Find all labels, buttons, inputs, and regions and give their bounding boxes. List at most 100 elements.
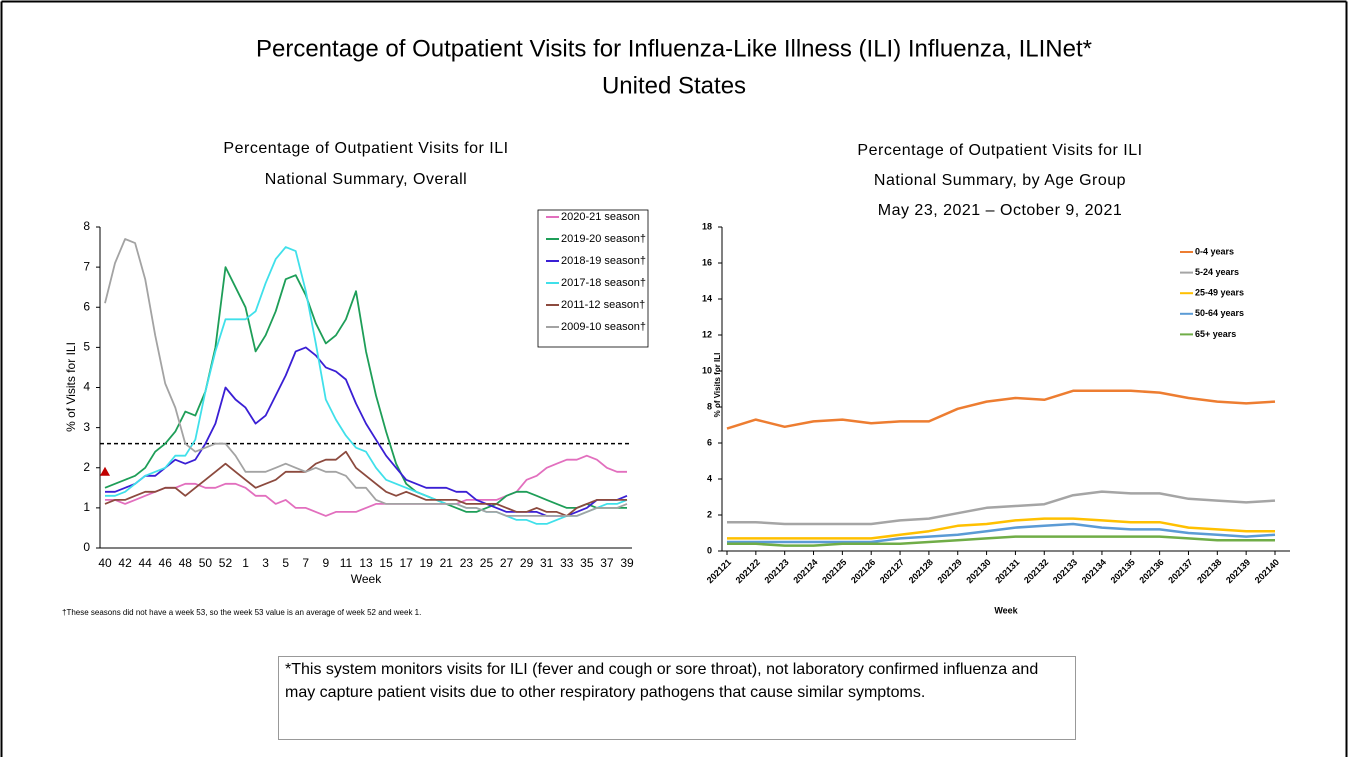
x-tick-label: 17 <box>399 556 413 570</box>
x-axis-label: Week <box>994 605 1018 615</box>
x-tick-label: 202124 <box>791 557 819 585</box>
x-tick-label: 52 <box>219 556 233 570</box>
series-line <box>105 346 628 517</box>
y-tick-label: 18 <box>702 221 712 231</box>
legend-label: 0-4 years <box>1195 246 1234 256</box>
legend-label: 2017-18 season† <box>561 277 646 289</box>
series-line <box>727 490 1276 526</box>
x-tick-label: 7 <box>302 556 309 570</box>
x-tick-label: 202134 <box>1080 557 1108 585</box>
y-tick-label: 10 <box>702 365 712 375</box>
y-tick-label: 8 <box>83 219 90 233</box>
legend-label: 2019-20 season† <box>561 233 646 245</box>
x-tick-label: 1 <box>242 556 249 570</box>
y-tick-label: 4 <box>707 473 712 483</box>
y-tick-label: 0 <box>707 545 712 555</box>
x-tick-label: 202122 <box>734 557 762 585</box>
x-tick-label: 23 <box>460 556 474 570</box>
footnote: †These seasons did not have a week 53, s… <box>62 608 421 617</box>
x-tick-label: 50 <box>199 556 213 570</box>
x-tick-label: 15 <box>379 556 393 570</box>
x-tick-label: 202121 <box>705 557 733 585</box>
y-tick-label: 2 <box>83 460 90 474</box>
y-tick-label: 6 <box>707 437 712 447</box>
chart-title: Percentage of Outpatient Visits for ILI <box>857 142 1142 159</box>
x-tick-label: 202140 <box>1253 557 1281 585</box>
chart-title: Percentage of Outpatient Visits for ILI <box>223 140 508 157</box>
y-tick-label: 2 <box>707 509 712 519</box>
series-line <box>727 535 1275 547</box>
chart-title: May 23, 2021 – October 9, 2021 <box>878 202 1122 219</box>
x-tick-label: 202132 <box>1022 557 1050 585</box>
x-tick-label: 202138 <box>1195 557 1223 585</box>
chart-title: National Summary, by Age Group <box>874 172 1126 189</box>
x-tick-label: 19 <box>420 556 434 570</box>
chart-title: National Summary, Overall <box>265 171 467 188</box>
y-tick-label: 1 <box>83 500 90 514</box>
x-tick-label: 202125 <box>820 557 848 585</box>
x-tick-label: 13 <box>359 556 373 570</box>
x-tick-label: 25 <box>480 556 494 570</box>
y-tick-label: 14 <box>702 293 712 303</box>
x-tick-label: 202136 <box>1137 557 1165 585</box>
x-tick-label: 48 <box>179 556 193 570</box>
x-axis-label: Week <box>351 572 382 586</box>
x-tick-label: 202123 <box>762 557 790 585</box>
series-line <box>105 454 627 517</box>
x-tick-label: 202135 <box>1109 557 1137 585</box>
y-tick-label: 3 <box>83 420 90 434</box>
x-tick-label: 202128 <box>907 557 935 585</box>
series-line <box>726 389 1276 430</box>
y-tick-label: 16 <box>702 257 712 267</box>
slide-title: United States <box>602 72 746 99</box>
series-line <box>727 522 1276 544</box>
x-tick-label: 44 <box>138 556 152 570</box>
y-tick-label: 7 <box>83 259 90 273</box>
x-tick-label: 202131 <box>993 557 1021 585</box>
x-tick-label: 42 <box>118 556 132 570</box>
series-line <box>104 238 628 517</box>
x-tick-label: 27 <box>500 556 514 570</box>
x-tick-label: 29 <box>520 556 534 570</box>
y-tick-label: 0 <box>83 540 90 554</box>
legend-label: 50-64 years <box>1195 308 1244 318</box>
legend-label: 25-49 years <box>1195 288 1244 298</box>
y-axis-label: % of Visits for ILI <box>713 353 722 418</box>
y-tick-label: 5 <box>83 340 90 354</box>
slide-title: Percentage of Outpatient Visits for Infl… <box>256 35 1092 62</box>
x-tick-label: 202139 <box>1224 557 1252 585</box>
y-axis-label: % of Visits for ILI <box>64 342 78 432</box>
x-tick-label: 37 <box>600 556 614 570</box>
legend-label: 65+ years <box>1195 329 1236 339</box>
x-tick-label: 33 <box>560 556 574 570</box>
x-tick-label: 46 <box>159 556 173 570</box>
x-tick-label: 31 <box>540 556 554 570</box>
y-tick-label: 8 <box>707 401 712 411</box>
legend-label: 2011-12 season† <box>561 299 645 311</box>
legend-box <box>537 209 649 348</box>
x-tick-label: 3 <box>262 556 269 570</box>
series-line <box>105 246 628 525</box>
x-tick-label: 35 <box>580 556 594 570</box>
x-tick-label: 202126 <box>849 557 877 585</box>
y-tick-label: 12 <box>702 329 712 339</box>
series-line <box>104 266 627 513</box>
highlight-marker <box>100 466 110 476</box>
x-tick-label: 9 <box>323 556 330 570</box>
series-line <box>727 517 1275 540</box>
series-line <box>104 450 627 517</box>
x-tick-label: 202127 <box>878 557 906 585</box>
x-tick-label: 11 <box>340 556 353 570</box>
x-tick-label: 202129 <box>936 557 964 585</box>
x-tick-label: 202130 <box>964 557 992 585</box>
x-tick-label: 40 <box>98 556 112 570</box>
legend-label: 2009-10 season† <box>561 321 646 333</box>
x-tick-label: 21 <box>440 556 454 570</box>
x-tick-label: 202133 <box>1051 557 1079 585</box>
y-tick-label: 4 <box>83 380 90 394</box>
x-tick-label: 202137 <box>1166 557 1194 585</box>
legend-label: 2020-21 season <box>561 211 640 223</box>
legend-label: 2018-19 season† <box>561 255 646 267</box>
